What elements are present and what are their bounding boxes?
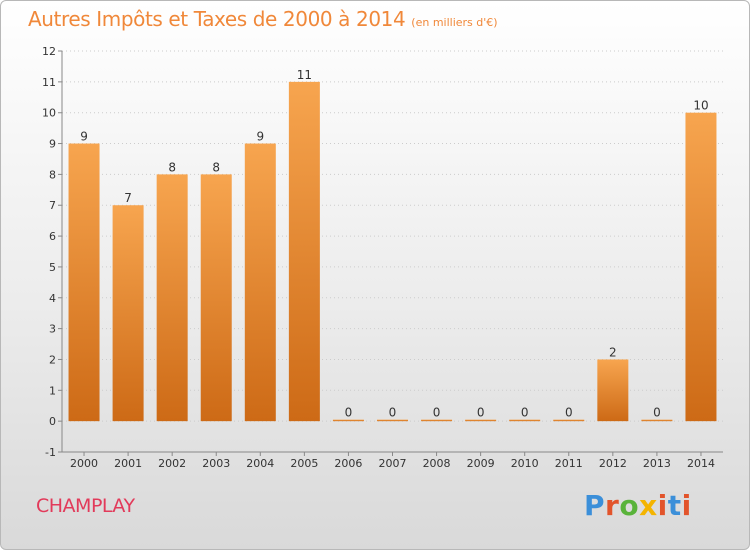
bar-2004 bbox=[244, 143, 276, 422]
data-label: 0 bbox=[521, 406, 529, 420]
bar-2014 bbox=[685, 112, 717, 422]
y-tick-label: 9 bbox=[49, 138, 56, 151]
proxiti-logo[interactable]: Proxiti bbox=[584, 489, 692, 522]
data-label: 2 bbox=[609, 345, 617, 359]
logo-letter: i bbox=[657, 489, 668, 522]
x-tick-label: 2008 bbox=[423, 457, 451, 470]
bar-2002 bbox=[156, 174, 188, 422]
x-tick-label: 2004 bbox=[246, 457, 274, 470]
x-tick-label: 2010 bbox=[511, 457, 539, 470]
bars bbox=[68, 81, 717, 422]
x-tick-label: 2007 bbox=[379, 457, 407, 470]
bar-2011 bbox=[553, 419, 585, 422]
chart-title: Autres Impôts et Taxes de 2000 à 2014 (en… bbox=[28, 7, 498, 31]
y-tick-label: 11 bbox=[42, 76, 56, 89]
data-label: 0 bbox=[389, 406, 397, 420]
y-tick-label: 12 bbox=[42, 45, 56, 58]
title-unit: (en milliers d'€) bbox=[411, 16, 498, 29]
data-label: 11 bbox=[297, 68, 312, 82]
bar-2005 bbox=[288, 81, 320, 422]
data-label: 0 bbox=[433, 406, 441, 420]
y-tick-label: 8 bbox=[49, 168, 56, 181]
x-tick-label: 2002 bbox=[158, 457, 186, 470]
bar-2013 bbox=[641, 419, 673, 422]
y-tick-label: 0 bbox=[49, 415, 56, 428]
bar-2001 bbox=[112, 205, 144, 422]
x-tick-label: 2012 bbox=[599, 457, 627, 470]
data-label: 0 bbox=[477, 406, 485, 420]
x-tick-label: 2000 bbox=[70, 457, 98, 470]
logo-letter: r bbox=[605, 489, 620, 522]
y-tick-label: 3 bbox=[49, 323, 56, 336]
data-label: 0 bbox=[653, 406, 661, 420]
data-labels: 9 7 8 8 9 11 0 0 0 0 0 0 2 0 10 bbox=[80, 68, 708, 420]
data-label: 8 bbox=[168, 160, 176, 174]
x-tick-label: 2011 bbox=[555, 457, 583, 470]
bar-2010 bbox=[509, 419, 541, 422]
x-tick-label: 2013 bbox=[643, 457, 671, 470]
logo-letter: t bbox=[667, 489, 682, 522]
x-tick-label: 2005 bbox=[290, 457, 318, 470]
logo-letter: x bbox=[639, 489, 658, 522]
x-tick-label: 2009 bbox=[467, 457, 495, 470]
data-label: 10 bbox=[693, 99, 708, 113]
bar-2006 bbox=[332, 419, 364, 422]
x-tick-label: 2014 bbox=[687, 457, 715, 470]
commune-name: CHAMPLAY bbox=[36, 495, 135, 517]
bar-2000 bbox=[68, 143, 100, 422]
bar-2007 bbox=[377, 419, 408, 422]
logo-letter: o bbox=[619, 489, 640, 522]
bar-2003 bbox=[200, 174, 232, 422]
x-tick-label: 2001 bbox=[114, 457, 142, 470]
bar-2009 bbox=[465, 419, 497, 422]
x-tick-label: 2006 bbox=[334, 457, 362, 470]
y-tick-label: 6 bbox=[49, 230, 56, 243]
x-tick-label: 2003 bbox=[202, 457, 230, 470]
title-text: Autres Impôts et Taxes de 2000 à 2014 bbox=[28, 7, 406, 31]
y-tick-label: 1 bbox=[49, 384, 56, 397]
bar-2012 bbox=[597, 359, 629, 422]
data-label: 9 bbox=[80, 130, 88, 144]
y-tick-label: 10 bbox=[42, 107, 56, 120]
y-tick-label: -1 bbox=[45, 446, 56, 459]
y-tick-label: 7 bbox=[49, 199, 56, 212]
logo-letter: i bbox=[681, 489, 692, 522]
data-label: 7 bbox=[124, 191, 132, 205]
data-label: 9 bbox=[256, 130, 264, 144]
data-label: 0 bbox=[565, 406, 573, 420]
y-tick-label: 5 bbox=[49, 261, 56, 274]
data-label: 8 bbox=[212, 160, 220, 174]
y-tick-label: 2 bbox=[49, 353, 56, 366]
bar-2008 bbox=[421, 419, 453, 422]
y-tick-label: 4 bbox=[49, 292, 56, 305]
logo-letter: P bbox=[584, 489, 606, 522]
data-label: 0 bbox=[345, 406, 353, 420]
